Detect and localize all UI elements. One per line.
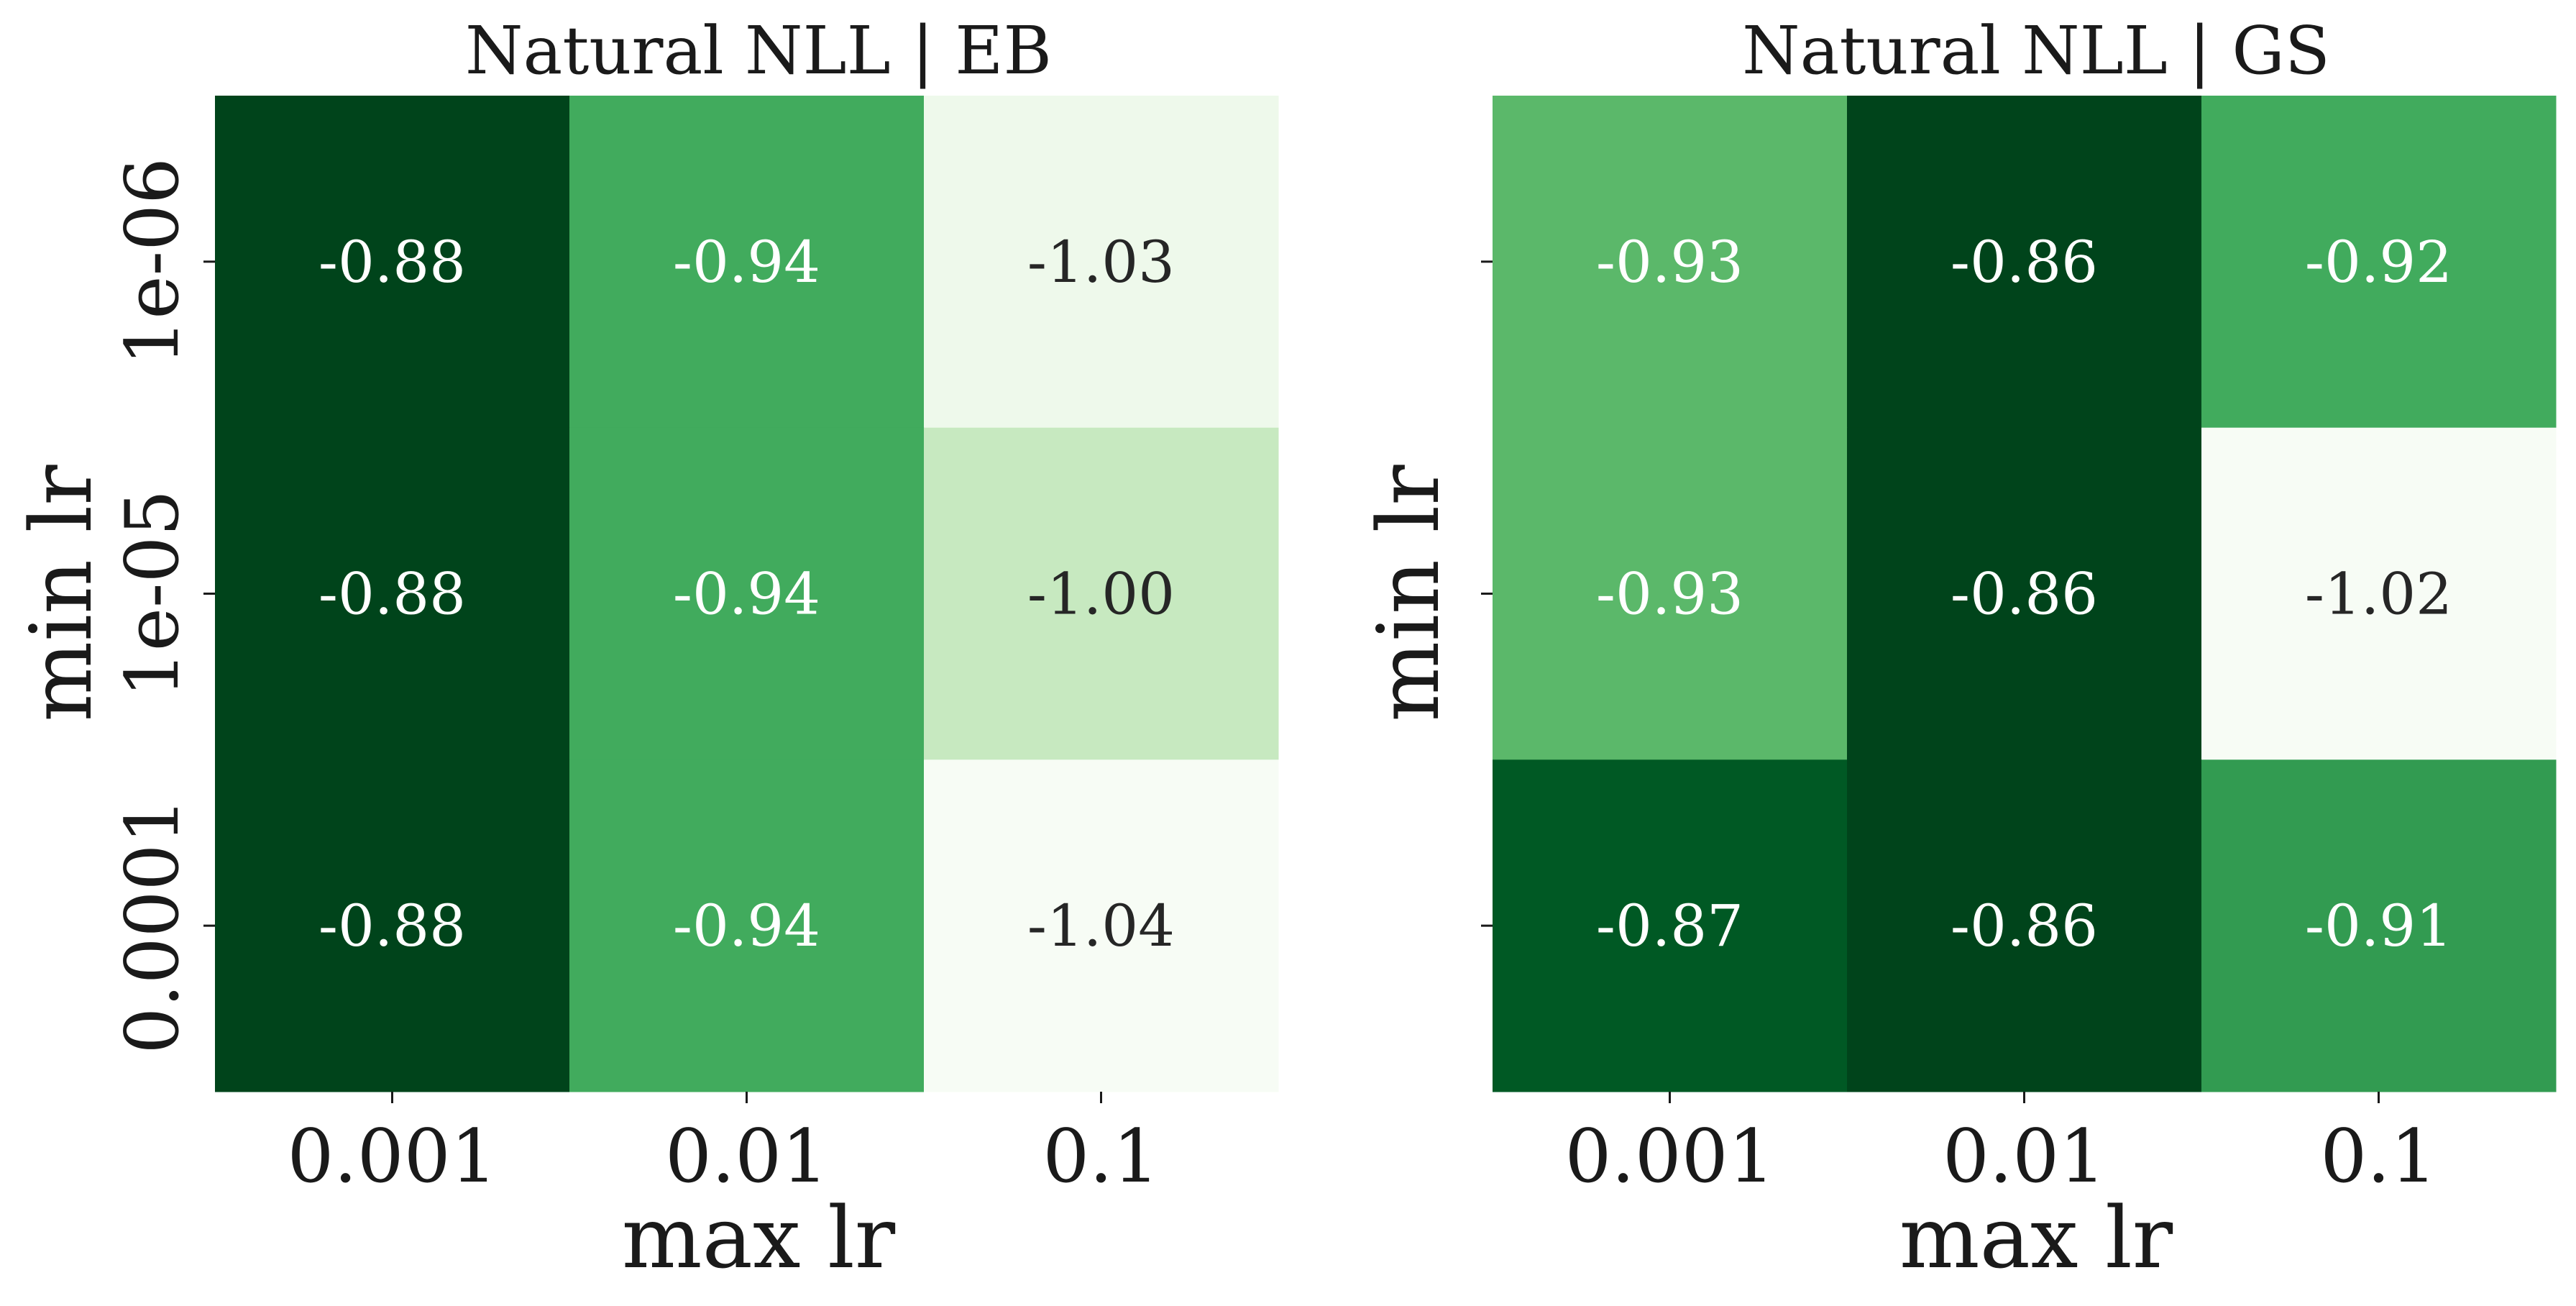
cell-value-label: -0.91 (2305, 892, 2452, 959)
x-tick-label: 0.001 (287, 1114, 497, 1200)
heatmap-cell (1847, 96, 2202, 429)
y-axis-ticks: 1e-06 1e-05 0.0001 (110, 157, 215, 1054)
heatmap-cell (569, 759, 925, 1092)
heatmap-cell (1493, 759, 1848, 1092)
x-tick-label: 0.01 (1943, 1114, 2106, 1200)
heatmap-cell (215, 96, 570, 429)
heatmap-cell (924, 427, 1279, 760)
heatmap-panel-gs: Natural NLL | GS -0.93 -0.86 -0.92-0.93 -0.… (1359, 12, 2557, 1287)
heatmap-cell (569, 96, 925, 429)
x-tick-label: 0.01 (665, 1114, 828, 1200)
y-tick-label: 0.0001 (110, 798, 196, 1054)
heatmap-panel-eb: Natural NLL | EB -0.88 -0.94 -1.03-0.88 -0.… (12, 12, 1279, 1287)
x-tick-label: 0.1 (1042, 1114, 1159, 1200)
heatmap-cell (924, 96, 1279, 429)
cell-value-label: -1.00 (1027, 561, 1175, 628)
cell-value-label: -0.86 (1951, 561, 2098, 628)
cell-value-label: -0.94 (673, 229, 820, 296)
heatmap-cell (924, 759, 1279, 1092)
heatmap-cell (1847, 759, 2202, 1092)
x-tick-label: 0.1 (2320, 1114, 2437, 1200)
y-axis-ticks (1481, 260, 1493, 927)
y-tick-label: 1e-06 (110, 157, 196, 366)
x-axis-ticks: 0.001 0.01 0.1 (287, 1092, 1160, 1200)
y-axis-label: min lr (1359, 465, 1458, 722)
heatmap-cell (1847, 427, 2202, 760)
x-axis-label: max lr (1899, 1188, 2173, 1287)
chart-title: Natural NLL | EB (465, 12, 1052, 89)
x-axis-ticks: 0.001 0.01 0.1 (1564, 1092, 2437, 1200)
heatmap-cell (2201, 96, 2557, 429)
cell-value-label: -1.02 (2305, 561, 2452, 628)
cell-value-label: -0.88 (318, 229, 466, 296)
chart-title: Natural NLL | GS (1742, 12, 2330, 89)
heatmap-cell (215, 427, 570, 760)
heatmap-cell (569, 427, 925, 760)
heatmap-cell (215, 759, 570, 1092)
x-tick-label: 0.001 (1564, 1114, 1774, 1200)
cell-value-label: -1.04 (1027, 892, 1175, 959)
heatmap-cells: -0.93 -0.86 -0.92 -0.93 -0.86 -1.02 -0.87 -0.86… (1493, 96, 2557, 1092)
cell-value-label: -0.94 (673, 892, 820, 959)
cell-value-label: -0.87 (1596, 892, 1743, 959)
heatmap-cell (1493, 96, 1848, 429)
cell-value-label: -0.86 (1951, 229, 2098, 296)
cell-value-label: -0.94 (673, 561, 820, 628)
heatmap-cell (2201, 427, 2557, 760)
heatmap-cells: -0.88 -0.94 -1.03 -0.88 -0.94 -1.00 -0.88 -0.94… (215, 96, 1279, 1092)
cell-value-label: -0.93 (1596, 229, 1743, 296)
cell-value-label: -0.92 (2305, 229, 2452, 296)
cell-value-label: -0.86 (1951, 892, 2098, 959)
cell-value-label: -1.03 (1027, 229, 1175, 296)
cell-value-label: -0.88 (318, 561, 466, 628)
cell-value-label: -0.93 (1596, 561, 1743, 628)
y-axis-label: min lr (12, 465, 111, 722)
heatmap-cell (1493, 427, 1848, 760)
x-axis-label: max lr (622, 1188, 896, 1287)
y-tick-label: 1e-05 (110, 490, 196, 698)
heatmap-cell (2201, 759, 2557, 1092)
cell-value-label: -0.88 (318, 892, 466, 959)
